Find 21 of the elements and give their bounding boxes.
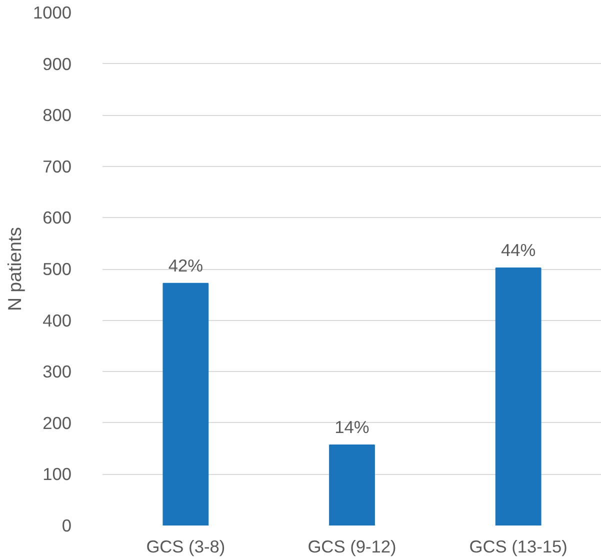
y-tick-label: 800 [42,105,72,126]
x-tick-label: GCS (13-15) [469,536,568,556]
x-tick-label: GCS (3-8) [146,536,226,556]
bar [329,444,375,526]
annotation: 14% [334,416,370,437]
bar [162,282,209,526]
annotation: 44% [500,240,536,260]
y-tick-label: 100 [42,464,72,484]
y-tick-label: 1000 [32,2,72,22]
y-tick-label: 200 [42,412,72,433]
y-tick-label: 300 [42,362,72,382]
y-tick-label: 700 [42,156,72,176]
annotation: 42% [168,255,204,276]
y-axis-title: N patients [4,227,25,311]
y-tick-label: 600 [42,208,72,228]
y-tick-label: 0 [62,516,72,536]
bar [495,267,542,526]
x-tick-label: GCS (9-12) [308,536,396,556]
y-tick-label: 900 [42,54,72,74]
y-tick-label: 400 [42,310,72,330]
y-tick-label: 500 [42,259,72,279]
